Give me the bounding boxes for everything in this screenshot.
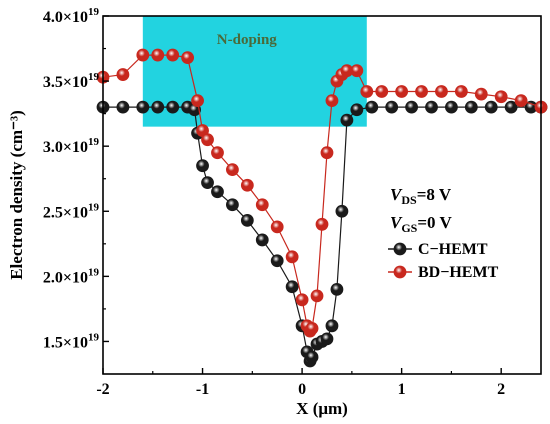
data-point xyxy=(315,217,329,231)
y-tick-mantissa: 1.5×10 xyxy=(43,334,88,351)
data-point xyxy=(166,48,180,62)
data-point xyxy=(151,48,165,62)
data-point xyxy=(201,133,214,147)
data-point xyxy=(310,289,324,303)
data-point xyxy=(350,103,364,117)
y-tick-exponent: 19 xyxy=(88,266,100,278)
y-tick-label: 2.0×1019 xyxy=(43,266,100,286)
data-point xyxy=(445,100,458,114)
data-point xyxy=(151,100,165,114)
data-point xyxy=(415,85,428,98)
data-point xyxy=(504,100,518,114)
y-tick-mantissa: 4.0×10 xyxy=(43,9,88,26)
y-tick-exponent: 19 xyxy=(88,136,100,148)
x-tick-label: 2 xyxy=(497,381,505,398)
y-tick-label: 4.0×1019 xyxy=(43,6,100,26)
data-point xyxy=(116,100,130,114)
data-point xyxy=(211,146,224,160)
data-point xyxy=(335,204,349,218)
data-point xyxy=(305,350,319,364)
data-point xyxy=(405,100,418,114)
data-point xyxy=(320,332,334,346)
data-point xyxy=(181,51,195,65)
data-point xyxy=(196,159,209,173)
vds-annotation: VDS=8 V xyxy=(390,185,452,207)
data-point xyxy=(255,233,269,247)
data-point xyxy=(166,100,180,114)
data-point xyxy=(295,293,309,307)
data-point xyxy=(240,178,254,192)
legend-marker xyxy=(393,265,407,279)
y-tick-exponent: 19 xyxy=(88,6,100,18)
vgs-subscript: GS xyxy=(401,221,417,235)
data-point xyxy=(484,100,498,114)
y-tick-mantissa: 2.0×10 xyxy=(43,269,88,286)
vds-value: =8 V xyxy=(417,185,452,204)
data-point xyxy=(270,254,284,268)
plot-frame xyxy=(102,15,542,375)
data-point xyxy=(385,100,399,114)
data-point xyxy=(435,85,448,98)
data-point xyxy=(330,282,344,296)
data-point xyxy=(226,163,239,177)
data-point xyxy=(474,87,488,101)
legend-marker xyxy=(393,242,407,256)
vgs-value: =0 V xyxy=(417,213,452,232)
data-point xyxy=(360,85,374,98)
data-point xyxy=(325,94,339,108)
data-point xyxy=(255,198,269,212)
data-point xyxy=(375,85,389,98)
y-tick-exponent: 19 xyxy=(88,331,100,343)
data-point xyxy=(305,322,319,335)
vds-subscript: DS xyxy=(401,193,417,207)
data-point xyxy=(494,90,508,104)
y-tick-mantissa: 2.5×10 xyxy=(43,204,88,221)
y-axis-label: Electron density (cm⁻³) xyxy=(7,110,26,280)
x-tick-label: -2 xyxy=(96,381,109,398)
data-point xyxy=(136,48,150,62)
y-tick-label: 1.5×1019 xyxy=(43,331,100,351)
y-tick-label: 3.0×1019 xyxy=(43,136,100,156)
data-point xyxy=(325,319,339,333)
n-doping-band xyxy=(142,16,367,127)
vds-symbol: V xyxy=(390,185,403,204)
data-point xyxy=(425,100,438,114)
y-tick-exponent: 19 xyxy=(88,71,100,83)
y-tick-label: 2.5×1019 xyxy=(43,201,100,221)
data-point xyxy=(454,85,468,98)
vgs-symbol: V xyxy=(390,213,403,232)
data-point xyxy=(285,280,299,294)
data-point xyxy=(464,100,478,114)
data-point xyxy=(191,94,204,108)
y-tick-mantissa: 3.0×10 xyxy=(43,139,88,156)
legend-label: C−HEMT xyxy=(418,241,488,258)
data-point xyxy=(350,64,364,78)
legend-label: BD−HEMT xyxy=(418,264,499,281)
vgs-annotation: VGS=0 V xyxy=(390,213,452,235)
data-point xyxy=(226,198,239,212)
data-point xyxy=(365,100,379,114)
data-point xyxy=(270,220,284,234)
x-tick-label: 0 xyxy=(298,381,306,398)
data-point xyxy=(136,100,150,114)
data-point xyxy=(211,185,224,199)
n-doping-label: N-doping xyxy=(217,32,278,48)
data-point xyxy=(240,213,254,227)
data-point xyxy=(514,94,528,108)
y-tick-exponent: 19 xyxy=(88,201,100,213)
x-axis-label: X (μm) xyxy=(296,399,348,418)
y-tick-label: 3.5×1019 xyxy=(43,71,100,91)
data-point xyxy=(201,176,214,190)
data-point xyxy=(285,250,299,264)
data-point xyxy=(340,113,354,127)
data-point xyxy=(320,146,334,160)
series-line-0 xyxy=(103,106,541,363)
data-point xyxy=(395,85,409,98)
x-tick-label: -1 xyxy=(196,381,209,398)
data-point xyxy=(116,68,130,81)
x-tick-label: 1 xyxy=(398,381,406,398)
y-tick-mantissa: 3.5×10 xyxy=(43,74,88,91)
